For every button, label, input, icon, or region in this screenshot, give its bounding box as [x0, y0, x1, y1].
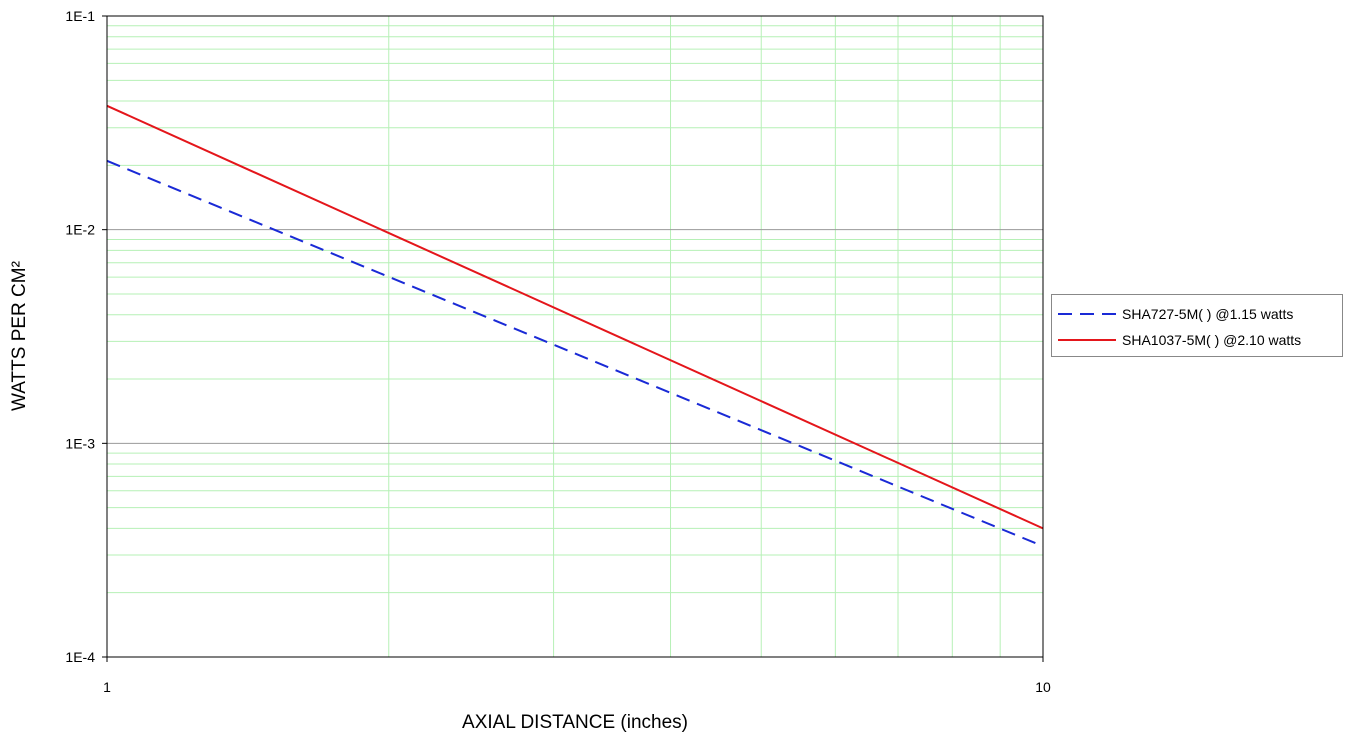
minor-grid: [107, 16, 1043, 657]
y-tick-label: 1E-2: [65, 222, 95, 238]
legend-label: SHA727-5M( ) @1.15 watts: [1122, 306, 1294, 322]
series-layer: [106, 104, 1044, 548]
legend-item-series-2: SHA1037-5M( ) @2.10 watts: [1058, 330, 1301, 350]
y-tick-label: 1E-1: [65, 8, 95, 24]
legend-swatch-solid-red: [1058, 339, 1116, 341]
y-tick-label: 1E-4: [65, 649, 95, 665]
series-line-1: [106, 159, 1044, 548]
legend-item-series-1: SHA727-5M( ) @1.15 watts: [1058, 304, 1293, 324]
x-tick-label: 10: [1035, 679, 1051, 695]
series-line-2: [106, 104, 1044, 530]
y-axis-label: WATTS PER CM²: [9, 261, 30, 411]
legend-label: SHA1037-5M( ) @2.10 watts: [1122, 332, 1302, 348]
legend: SHA727-5M( ) @1.15 watts SHA1037-5M( ) @…: [1051, 294, 1343, 357]
x-axis-label: AXIAL DISTANCE (inches): [462, 712, 688, 733]
x-tick-label: 1: [103, 679, 111, 695]
major-grid: [107, 15, 1043, 658]
plot-area-frame: [106, 15, 1044, 658]
y-tick-label: 1E-3: [65, 435, 95, 451]
tick-labels: 1E-1 1E-2 1E-3 1E-4 1 10: [65, 8, 1051, 695]
legend-swatch-dashed-blue: [1058, 313, 1116, 315]
